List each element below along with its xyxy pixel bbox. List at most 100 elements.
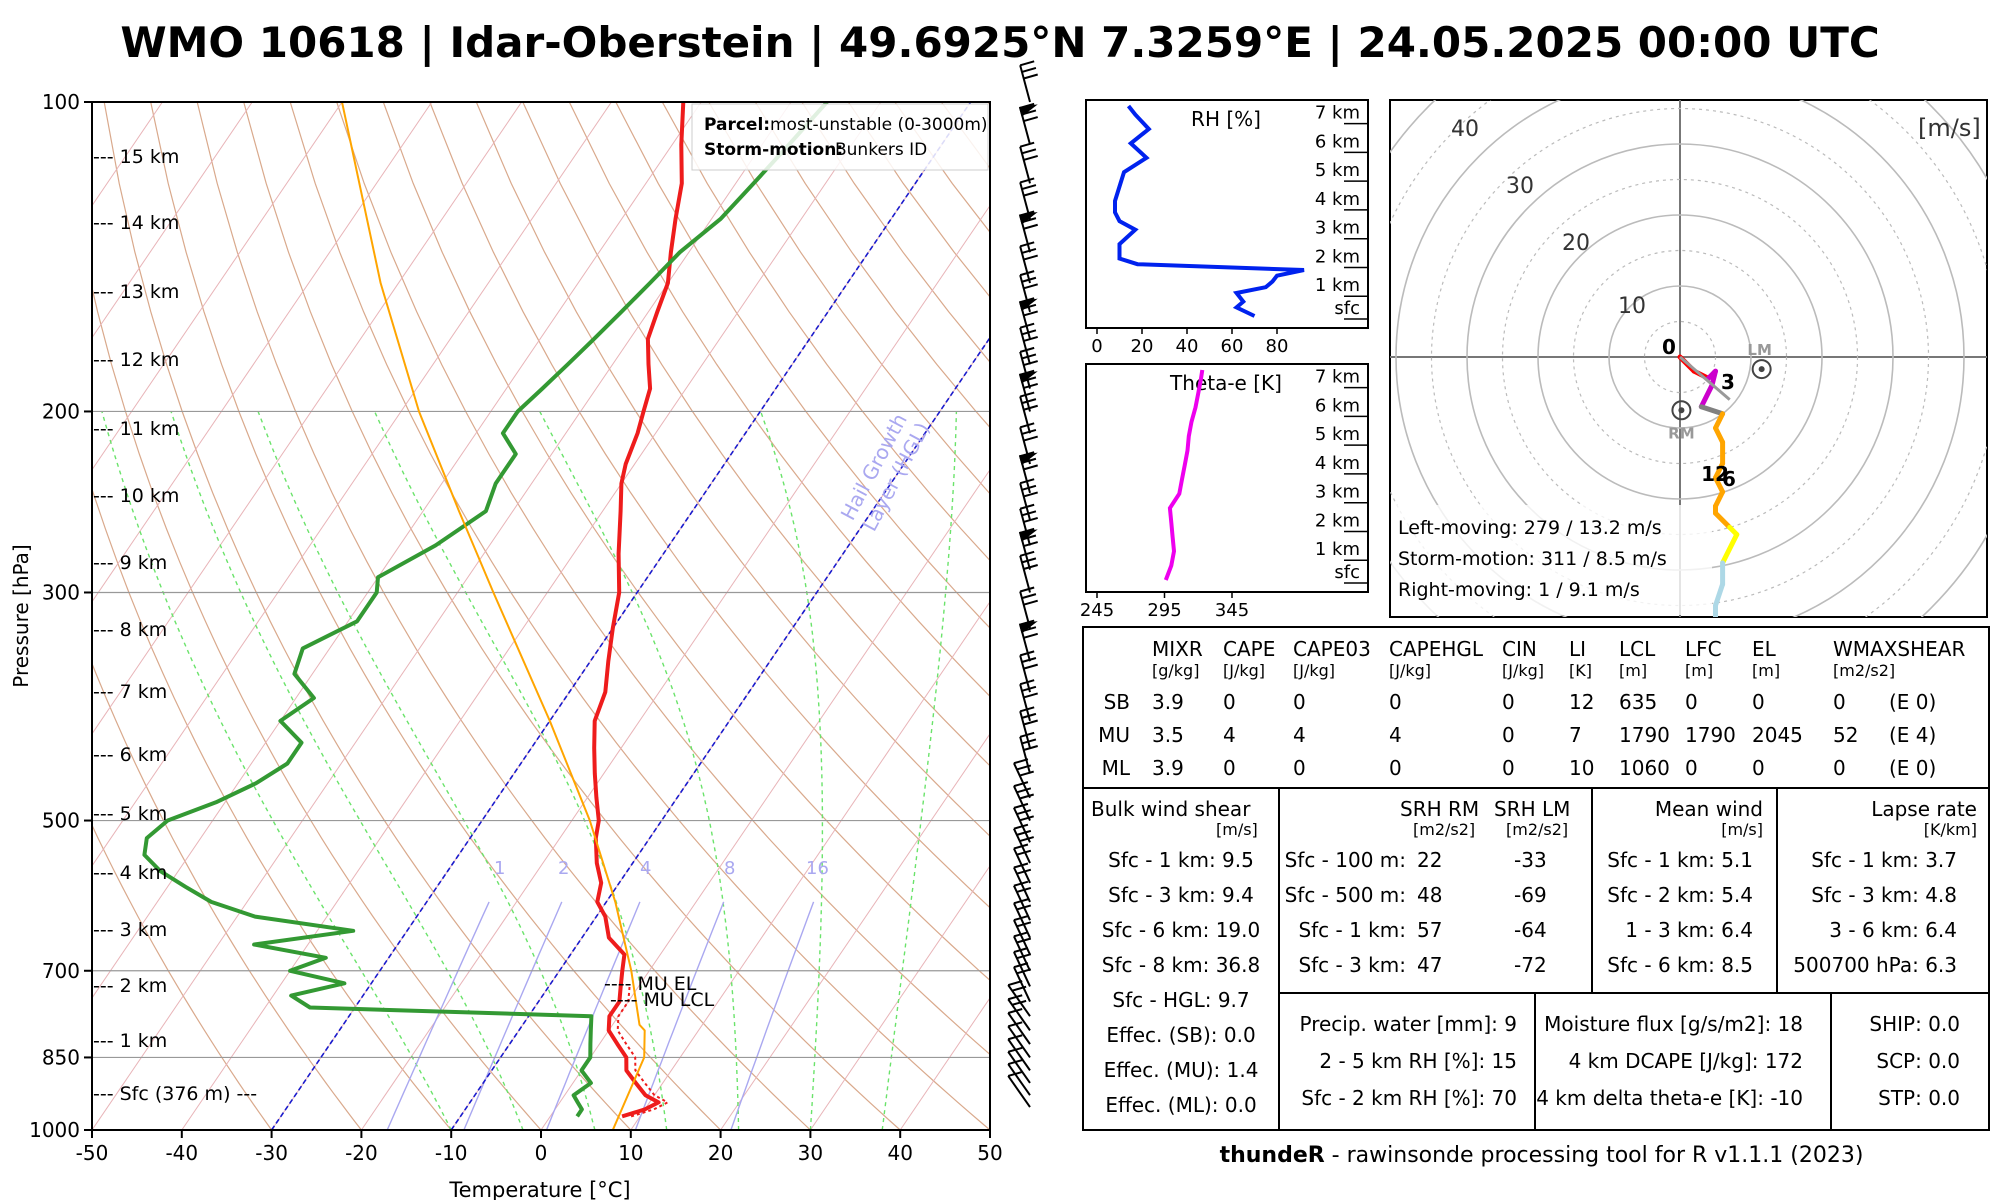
hodo-segment [1720, 532, 1740, 566]
wind-barb-feather [1023, 564, 1038, 570]
params-cell: 3.9 [1152, 756, 1184, 780]
rh-panel-frame [1085, 99, 1369, 329]
level-label: 4 km [1315, 189, 1360, 210]
wind-barb-feather [1023, 516, 1038, 523]
rh-x-tick-label: 20 [1131, 336, 1154, 357]
lm-marker-dot [1758, 366, 1765, 373]
isotherm [181, 102, 882, 1130]
level-label: 6 km [1315, 395, 1360, 416]
wind-barb-feather [1023, 435, 1038, 442]
hodo-ring [1643, 320, 1717, 394]
params-cell: 0 [1752, 756, 1765, 780]
wind-barb-feather [1023, 404, 1038, 411]
srh-row-lm: -69 [1514, 883, 1547, 907]
mixing-ratio-line [386, 901, 490, 1130]
mean-wind-row: Sfc - 6 km: 8.5 [1607, 953, 1753, 977]
params-cell: 4 [1389, 723, 1402, 747]
wind-barb-feather [1023, 310, 1038, 317]
wind-barb-pennant [1018, 104, 1038, 117]
params-cell: 4 [1293, 723, 1306, 747]
moist-adiabat [760, 411, 824, 1130]
legend-storm-key: Storm-motion: [704, 140, 843, 160]
mixing-ratio-line [463, 901, 563, 1130]
hodo-segment [1713, 461, 1726, 481]
wind-barb-staff [1007, 998, 1031, 1031]
srh-row-label: Sfc - 1 km: [1298, 918, 1406, 942]
rh-x-tick-label: 0 [1091, 336, 1102, 357]
mixing-ratio-label-16: 16 [806, 858, 829, 879]
unit-capehgl: [J/kg] [1389, 661, 1431, 680]
height-label-4km: --- 4 km [93, 862, 167, 884]
wind-barb-feather [1019, 346, 1035, 353]
wind-barb-staff [1013, 935, 1031, 972]
wind-barb-feather [1019, 60, 1035, 67]
wind-barb-staff [1007, 1012, 1031, 1045]
wind-barb-staff [1013, 919, 1031, 955]
thetae-x-tick-label: 295 [1147, 600, 1181, 621]
bulk-shear-row: Effec. (ML): 0.0 [1105, 1093, 1256, 1117]
params-cell: 0 [1833, 756, 1846, 780]
wind-barb-feather [1013, 823, 1029, 830]
params-cell: 0 [1293, 756, 1306, 780]
level-label: 5 km [1315, 160, 1360, 181]
hodograph-trace [1677, 354, 1740, 617]
wind-barb-feather [1023, 745, 1038, 751]
wind-barb-feather [1023, 599, 1038, 606]
isotherm [360, 204, 990, 1130]
hodo-segment [1713, 510, 1733, 530]
chart-title: WMO 10618 | Idar-Oberstein | 49.6925°N 7… [120, 18, 1880, 67]
lapse-rate-row: Sfc - 3 km: 4.8 [1811, 883, 1957, 907]
hodo-mean-wind [1679, 355, 1731, 401]
rh-x-tick-label: 80 [1266, 336, 1289, 357]
hodograph-markers: LM RM 0 3 612 [1662, 335, 1772, 491]
params-row-label: MU [1098, 723, 1130, 747]
wind-barb-staff [1013, 807, 1031, 843]
srh-row-lm: -72 [1514, 953, 1547, 977]
mu-lcl-label: ---- MU LCL [610, 989, 715, 1011]
thetae-profile-line [1163, 369, 1205, 581]
unit-lfc: [m] [1685, 661, 1713, 680]
params-cell: 0 [1223, 756, 1236, 780]
ring-label-40: 40 [1451, 117, 1479, 142]
lapse-rate-row: Sfc - 1 km: 3.7 [1811, 848, 1957, 872]
composite-row: STP: 0.0 [1878, 1086, 1960, 1110]
params-cell: (E 0) [1889, 690, 1936, 714]
height-label-14km: --- 14 km [93, 212, 179, 234]
height-label-3km: --- 3 km [93, 919, 167, 941]
wind-barb-staff [1007, 1051, 1031, 1084]
height-label-9km: --- 9 km [93, 552, 167, 574]
height-label-6km: --- 6 km [93, 744, 167, 766]
bulk-shear-row: Sfc - 1 km: 9.5 [1108, 848, 1254, 872]
bulk-shear-title: Bulk wind shear [1091, 797, 1251, 821]
bulk-shear-row: Sfc - 3 km: 9.4 [1108, 883, 1254, 907]
hdr-lcl: LCL [1619, 637, 1656, 661]
bulk-shear-unit: [m/s] [1216, 820, 1258, 839]
wind-barb-staff [1007, 1025, 1031, 1059]
dry-adiabat [336, 102, 990, 1056]
legend-box [691, 103, 989, 171]
lapse-rate-row: 3 - 6 km: 6.4 [1829, 918, 1957, 942]
hdr-cape03: CAPE03 [1293, 637, 1371, 661]
footer-brand: thundeR [1219, 1143, 1325, 1168]
wind-barb-staff [1013, 785, 1031, 821]
hdr-lfc: LFC [1685, 637, 1722, 661]
bulk-shear-row: Effec. (MU): 1.4 [1104, 1058, 1259, 1082]
wind-barb-feather [1023, 360, 1038, 367]
pressure-tick-label: 300 [42, 580, 80, 604]
hodo-ring [1430, 107, 1930, 607]
hodo-ring [1501, 178, 1859, 536]
rh-x-tick-label: 60 [1221, 336, 1244, 357]
level-label: 2 km [1315, 510, 1360, 531]
params-cell: 10 [1569, 756, 1594, 780]
pressure-tick-label: 1000 [29, 1118, 80, 1142]
unit-el: [m] [1752, 661, 1780, 680]
composite-row: SHIP: 0.0 [1869, 1012, 1960, 1036]
isotherm [720, 732, 990, 1130]
params-cell: 0 [1293, 690, 1306, 714]
hodograph-text-bg [1392, 505, 1712, 615]
params-cell: 0 [1833, 690, 1846, 714]
srh-row-label: Sfc - 500 m: [1285, 883, 1406, 907]
params-cell: 0 [1502, 690, 1515, 714]
params-cell: 0 [1685, 756, 1698, 780]
flux-rows: Moisture flux [g/s/m2]: 18 4 km DCAPE [J… [1536, 1012, 1803, 1110]
